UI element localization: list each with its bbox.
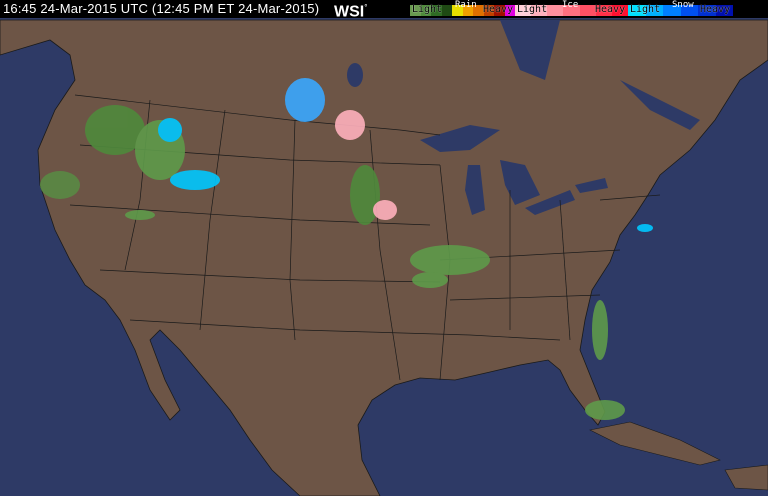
- rain-title: Rain: [455, 0, 477, 10]
- ice-swatch: [595, 5, 612, 16]
- legend-rain: Rain Light Heavy: [410, 0, 515, 18]
- rain-heavy-label: Heavy: [483, 4, 514, 15]
- rain-color-scale: [410, 5, 515, 16]
- snow-swatch: [645, 5, 663, 16]
- rain-swatch: [420, 5, 431, 16]
- ice-swatch: [563, 5, 580, 16]
- rain-swatch: [452, 5, 463, 16]
- snow-swatch: [628, 5, 646, 16]
- land-hispaniola: [724, 464, 768, 491]
- rain-swatch: [410, 5, 421, 16]
- rain-swatch: [462, 5, 473, 16]
- land-cuba: [589, 421, 721, 466]
- state-borders: [69, 94, 661, 381]
- snow-title: Snow: [672, 0, 694, 10]
- ice-title: Ice: [562, 0, 579, 10]
- snow-swatch: [715, 5, 733, 16]
- ice-swatch: [611, 5, 628, 16]
- snow-heavy-label: Heavy: [700, 4, 731, 15]
- radar-precipitation: [40, 78, 653, 420]
- legend-ice: Ice Light Heavy: [515, 0, 628, 18]
- ice-swatch: [579, 5, 596, 16]
- snow-swatch: [663, 5, 681, 16]
- rain-swatch: [504, 5, 515, 16]
- rain-swatch: [494, 5, 505, 16]
- timestamp: 16:45 24-Mar-2015 UTC (12:45 PM ET 24-Ma…: [3, 1, 320, 16]
- snow-light-label: Light: [630, 4, 661, 15]
- rain-swatch: [441, 5, 452, 16]
- legend-snow: Snow Light Heavy: [628, 0, 733, 18]
- map-canvas: [0, 19, 768, 496]
- snow-swatch: [698, 5, 716, 16]
- ice-swatch: [531, 5, 548, 16]
- ice-swatch: [515, 5, 532, 16]
- header-bar: 16:45 24-Mar-2015 UTC (12:45 PM ET 24-Ma…: [0, 0, 768, 21]
- land-north-america: [0, 19, 768, 496]
- snow-swatch: [680, 5, 698, 16]
- rain-swatch: [473, 5, 484, 16]
- rain-swatch: [431, 5, 442, 16]
- wsi-logo: WSI°: [334, 3, 368, 21]
- ice-color-scale: [515, 5, 628, 16]
- ice-light-label: Light: [517, 4, 548, 15]
- ice-heavy-label: Heavy: [595, 4, 626, 15]
- rain-swatch: [483, 5, 494, 16]
- rain-light-label: Light: [412, 4, 443, 15]
- snow-color-scale: [628, 5, 733, 16]
- ice-swatch: [547, 5, 564, 16]
- great-lakes: [347, 20, 700, 215]
